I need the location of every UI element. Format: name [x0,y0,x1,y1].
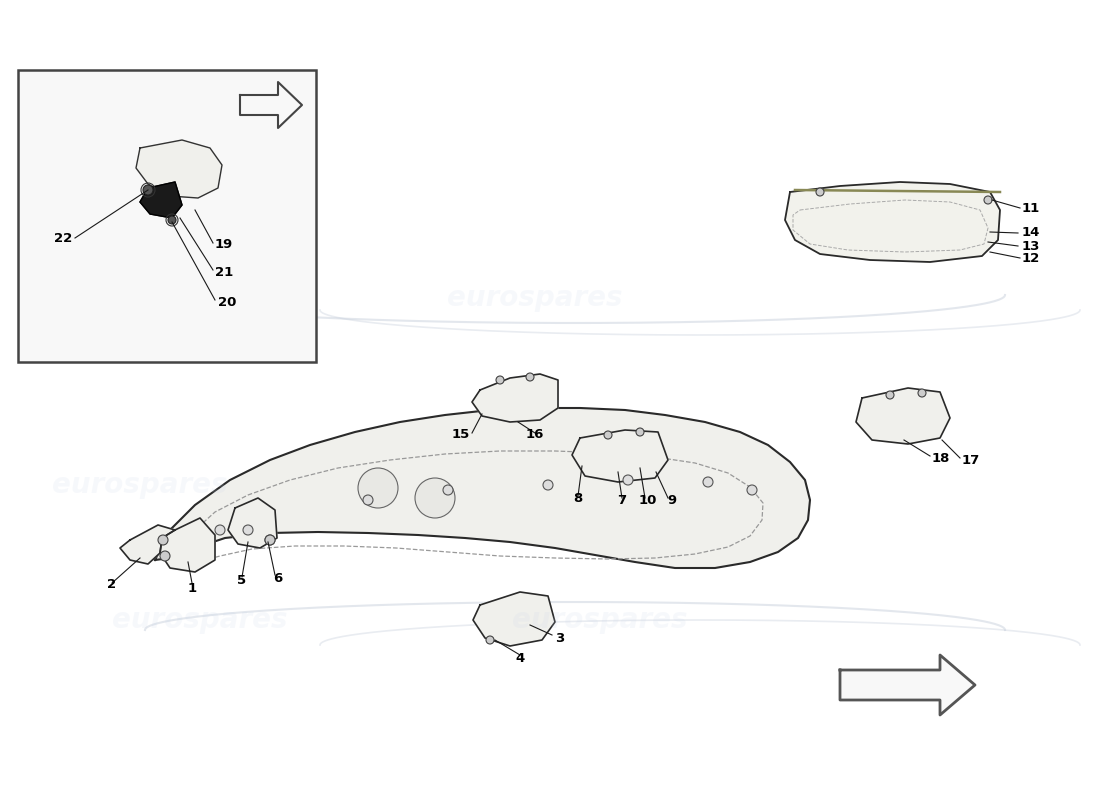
Polygon shape [856,388,950,444]
Text: 5: 5 [238,574,246,586]
Polygon shape [472,374,558,422]
Polygon shape [785,182,1000,262]
Polygon shape [572,430,668,482]
Text: 9: 9 [668,494,676,506]
Polygon shape [140,182,182,218]
Text: eurospares: eurospares [448,284,623,312]
Text: 7: 7 [617,494,627,506]
Text: 4: 4 [516,651,525,665]
Circle shape [158,535,168,545]
Polygon shape [120,525,175,564]
Polygon shape [155,408,810,568]
Text: 14: 14 [1022,226,1041,239]
Circle shape [265,535,275,545]
Text: 10: 10 [639,494,657,506]
Circle shape [623,475,632,485]
Polygon shape [473,592,556,646]
Text: 15: 15 [452,429,470,442]
Text: 12: 12 [1022,251,1041,265]
Text: 22: 22 [54,231,72,245]
Text: 2: 2 [108,578,117,591]
Circle shape [747,485,757,495]
Circle shape [443,485,453,495]
Polygon shape [840,655,975,715]
Polygon shape [160,518,215,572]
Text: 16: 16 [526,429,544,442]
FancyBboxPatch shape [18,70,316,362]
Circle shape [636,428,644,436]
Circle shape [816,188,824,196]
Circle shape [496,376,504,384]
Polygon shape [240,82,303,128]
Text: 1: 1 [187,582,197,594]
Circle shape [243,525,253,535]
Text: eurospares: eurospares [112,606,288,634]
Circle shape [918,389,926,397]
Text: 20: 20 [218,295,236,309]
Polygon shape [228,498,277,548]
Circle shape [358,468,398,508]
Circle shape [168,216,176,224]
Circle shape [886,391,894,399]
Text: 3: 3 [556,631,564,645]
Circle shape [703,477,713,487]
Circle shape [604,431,612,439]
Text: 17: 17 [962,454,980,466]
Circle shape [526,373,534,381]
Text: eurospares: eurospares [513,606,688,634]
Text: 21: 21 [214,266,233,278]
Text: eurospares: eurospares [53,471,228,499]
Circle shape [415,478,455,518]
Circle shape [363,495,373,505]
Circle shape [486,636,494,644]
Text: 11: 11 [1022,202,1041,214]
Circle shape [265,535,275,545]
Text: 13: 13 [1022,239,1041,253]
Circle shape [214,525,225,535]
Circle shape [984,196,992,204]
Text: 19: 19 [214,238,233,251]
Text: 8: 8 [573,491,583,505]
Circle shape [543,480,553,490]
Text: 6: 6 [274,571,283,585]
Polygon shape [136,140,222,198]
Circle shape [143,185,153,195]
Text: 18: 18 [932,451,950,465]
Circle shape [160,551,170,561]
